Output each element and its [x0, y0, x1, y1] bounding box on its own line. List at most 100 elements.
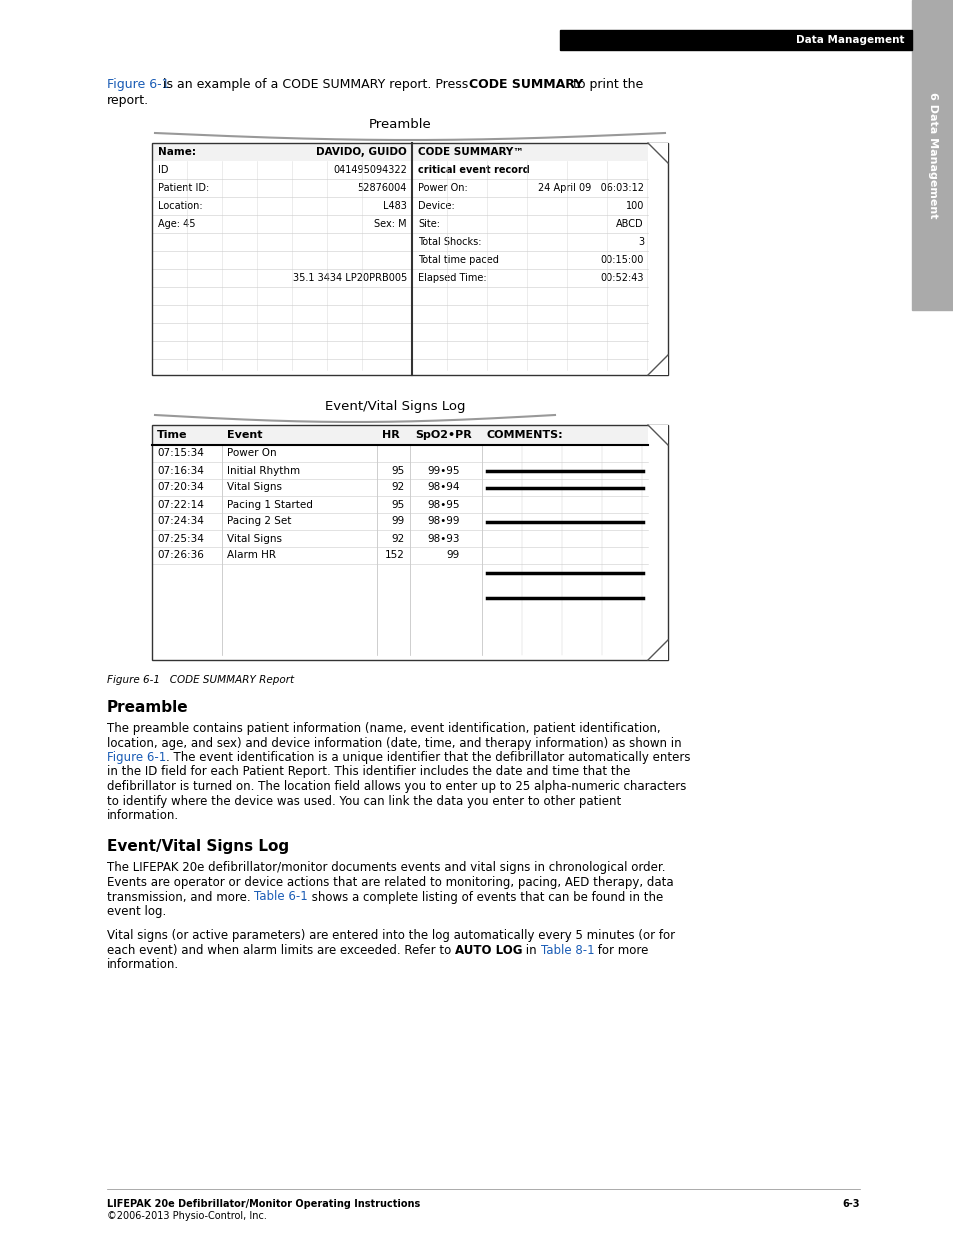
Text: . The event identification is a unique identifier that the defibrillator automat: . The event identification is a unique i… — [166, 751, 690, 764]
Text: for more: for more — [594, 944, 648, 957]
Text: transmission, and more.: transmission, and more. — [107, 890, 254, 904]
Text: 6 Data Management: 6 Data Management — [927, 91, 937, 219]
Bar — [559, 30, 911, 49]
Bar — [152, 425, 647, 445]
Text: 52876004: 52876004 — [357, 183, 407, 193]
Text: 95: 95 — [392, 466, 405, 475]
Text: location, age, and sex) and device information (date, time, and therapy informat: location, age, and sex) and device infor… — [107, 736, 680, 750]
Text: Table 8-1: Table 8-1 — [540, 944, 594, 957]
Text: Table 6-1: Table 6-1 — [254, 890, 308, 904]
Text: L483: L483 — [383, 201, 407, 211]
Text: The preamble contains patient information (name, event identification, patient i: The preamble contains patient informatio… — [107, 722, 659, 735]
Text: ID: ID — [158, 165, 169, 175]
Text: critical event record: critical event record — [417, 165, 529, 175]
Text: 07:22:14: 07:22:14 — [157, 499, 204, 510]
Polygon shape — [647, 143, 667, 163]
Text: Power On: Power On — [227, 448, 276, 458]
Text: CODE SUMMARY: CODE SUMMARY — [469, 78, 582, 91]
Text: The LIFEPAK 20e defibrillator/monitor documents events and vital signs in chrono: The LIFEPAK 20e defibrillator/monitor do… — [107, 862, 665, 874]
Text: Event: Event — [227, 430, 262, 440]
Text: report.: report. — [107, 94, 149, 107]
Text: 24 April 09   06:03:12: 24 April 09 06:03:12 — [537, 183, 643, 193]
Text: 07:24:34: 07:24:34 — [157, 516, 204, 526]
Bar — [911, 0, 953, 310]
Text: each event) and when alarm limits are exceeded. Refer to: each event) and when alarm limits are ex… — [107, 944, 455, 957]
Text: Vital Signs: Vital Signs — [227, 483, 282, 493]
Text: 35.1 3434 LP20PRB005: 35.1 3434 LP20PRB005 — [293, 273, 407, 283]
Text: 95: 95 — [392, 499, 405, 510]
Text: HR: HR — [381, 430, 399, 440]
Text: Total time paced: Total time paced — [417, 254, 498, 266]
Text: 98•95: 98•95 — [427, 499, 459, 510]
Text: in: in — [522, 944, 540, 957]
Text: 00:52:43: 00:52:43 — [599, 273, 643, 283]
Text: Preamble: Preamble — [368, 119, 431, 131]
Text: information.: information. — [107, 958, 179, 972]
Text: Figure 6-1: Figure 6-1 — [107, 751, 166, 764]
Text: SpO2•PR: SpO2•PR — [415, 430, 471, 440]
Text: Data Management: Data Management — [796, 35, 904, 44]
Text: Preamble: Preamble — [107, 700, 189, 715]
Text: 98•94: 98•94 — [427, 483, 459, 493]
Text: to identify where the device was used. You can link the data you enter to other : to identify where the device was used. Y… — [107, 794, 620, 808]
Text: 6-3: 6-3 — [841, 1199, 859, 1209]
Text: in the ID field for each Patient Report. This identifier includes the date and t: in the ID field for each Patient Report.… — [107, 766, 630, 778]
Text: Location:: Location: — [158, 201, 202, 211]
Text: ABCD: ABCD — [616, 219, 643, 228]
Text: Vital Signs: Vital Signs — [227, 534, 282, 543]
Text: Event/Vital Signs Log: Event/Vital Signs Log — [107, 840, 289, 855]
Text: event log.: event log. — [107, 905, 166, 918]
Text: Figure 6-1: Figure 6-1 — [107, 78, 170, 91]
Text: Site:: Site: — [417, 219, 439, 228]
Text: defibrillator is turned on. The location field allows you to enter up to 25 alph: defibrillator is turned on. The location… — [107, 781, 685, 793]
Text: ©2006-2013 Physio-Control, Inc.: ©2006-2013 Physio-Control, Inc. — [107, 1212, 267, 1221]
Text: Patient ID:: Patient ID: — [158, 183, 209, 193]
Bar — [152, 143, 667, 375]
Text: Events are operator or device actions that are related to monitoring, pacing, AE: Events are operator or device actions th… — [107, 876, 673, 889]
Text: 3: 3 — [638, 237, 643, 247]
Text: Pacing 2 Set: Pacing 2 Set — [227, 516, 291, 526]
Text: 99•95: 99•95 — [427, 466, 459, 475]
Text: 152: 152 — [385, 551, 405, 561]
Text: Time: Time — [157, 430, 188, 440]
Text: to print the: to print the — [568, 78, 642, 91]
Text: Pacing 1 Started: Pacing 1 Started — [227, 499, 313, 510]
Text: 92: 92 — [392, 483, 405, 493]
Text: Initial Rhythm: Initial Rhythm — [227, 466, 300, 475]
Text: Device:: Device: — [417, 201, 455, 211]
Polygon shape — [647, 425, 667, 445]
Text: 00:15:00: 00:15:00 — [600, 254, 643, 266]
Text: Event/Vital Signs Log: Event/Vital Signs Log — [324, 400, 465, 412]
Text: Alarm HR: Alarm HR — [227, 551, 275, 561]
Text: shows a complete listing of events that can be found in the: shows a complete listing of events that … — [308, 890, 662, 904]
Bar — [152, 143, 667, 375]
Text: Power On:: Power On: — [417, 183, 467, 193]
Text: AUTO LOG: AUTO LOG — [455, 944, 522, 957]
Polygon shape — [647, 354, 667, 375]
Text: 07:16:34: 07:16:34 — [157, 466, 204, 475]
Text: 041495094322: 041495094322 — [333, 165, 407, 175]
Text: 98•99: 98•99 — [427, 516, 459, 526]
Text: is an example of a CODE SUMMARY report. Press: is an example of a CODE SUMMARY report. … — [159, 78, 472, 91]
Text: 07:20:34: 07:20:34 — [157, 483, 204, 493]
Text: Age: 45: Age: 45 — [158, 219, 195, 228]
Text: information.: information. — [107, 809, 179, 823]
Text: 98•93: 98•93 — [427, 534, 459, 543]
Text: 07:15:34: 07:15:34 — [157, 448, 204, 458]
Text: LIFEPAK 20e Defibrillator/Monitor Operating Instructions: LIFEPAK 20e Defibrillator/Monitor Operat… — [107, 1199, 420, 1209]
Text: Total Shocks:: Total Shocks: — [417, 237, 481, 247]
Text: DAVIDO, GUIDO: DAVIDO, GUIDO — [315, 147, 407, 157]
Text: 99: 99 — [392, 516, 405, 526]
Text: 100: 100 — [625, 201, 643, 211]
Text: Elapsed Time:: Elapsed Time: — [417, 273, 486, 283]
Text: COMMENTS:: COMMENTS: — [486, 430, 563, 440]
Bar — [152, 143, 647, 161]
Text: 92: 92 — [392, 534, 405, 543]
Text: Name:: Name: — [158, 147, 195, 157]
Text: Sex: M: Sex: M — [374, 219, 407, 228]
Text: CODE SUMMARY™: CODE SUMMARY™ — [417, 147, 523, 157]
Bar — [152, 425, 667, 659]
Text: 99: 99 — [446, 551, 459, 561]
Text: 07:26:36: 07:26:36 — [157, 551, 204, 561]
Text: Vital signs (or active parameters) are entered into the log automatically every : Vital signs (or active parameters) are e… — [107, 930, 675, 942]
